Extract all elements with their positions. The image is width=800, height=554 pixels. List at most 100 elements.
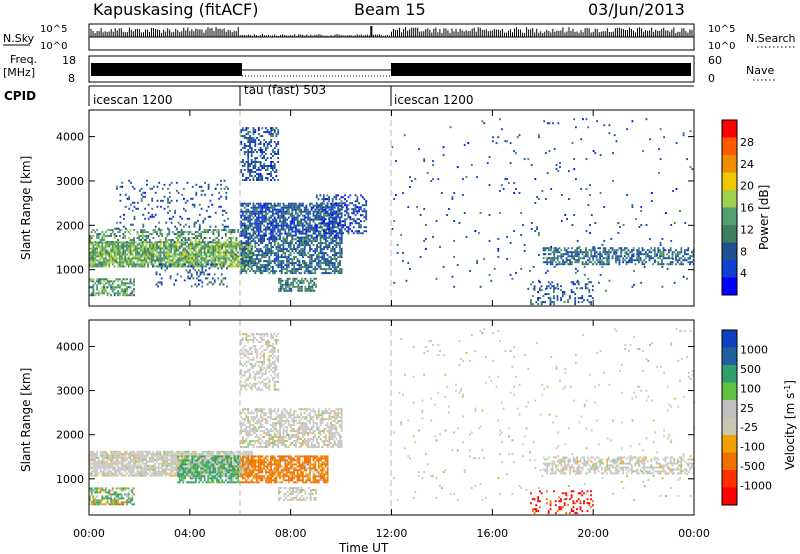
scatter-cell — [591, 297, 594, 300]
scatter-cell — [245, 129, 248, 132]
scatter-cell — [207, 205, 210, 208]
scatter-cell — [256, 230, 258, 233]
scatter-cell — [261, 264, 264, 267]
scatter-cell — [590, 281, 592, 284]
scatter-cell — [555, 164, 558, 167]
scatter-cell — [309, 220, 311, 223]
scatter-cell — [207, 241, 209, 244]
scatter-cell — [242, 179, 244, 181]
scatter-cell — [641, 247, 644, 250]
scatter-cell — [96, 265, 98, 268]
scatter-cell — [155, 271, 158, 274]
scatter-cell — [144, 217, 146, 220]
scatter-cell — [623, 255, 626, 258]
scatter-cell — [330, 260, 332, 263]
scatter-cell — [648, 249, 651, 252]
scatter-cell — [230, 233, 232, 236]
scatter-cell — [133, 201, 136, 204]
scatter-cell — [242, 214, 244, 217]
scatter-cell — [657, 247, 660, 250]
scatter-cell — [293, 216, 295, 219]
scatter-cell — [250, 268, 253, 271]
scatter-cell — [94, 265, 97, 268]
scatter-cell — [237, 243, 239, 246]
scatter-cell — [124, 245, 127, 248]
scatter-cell — [689, 257, 691, 260]
scatter-cell — [129, 278, 132, 281]
scatter-cell — [131, 223, 134, 226]
nsky-series — [88, 26, 695, 38]
scatter-cell — [490, 279, 493, 282]
scatter-cell — [657, 263, 660, 266]
scatter-cell — [215, 263, 218, 266]
scatter-cell — [99, 261, 102, 264]
scatter-cell — [257, 204, 260, 207]
scatter-cell — [257, 161, 260, 163]
scatter-cell — [171, 241, 174, 244]
scatter-cell — [268, 248, 271, 251]
scatter-cell — [633, 283, 635, 286]
scatter-cell — [99, 233, 102, 236]
scatter-cell — [176, 265, 179, 268]
scatter-cell — [599, 257, 601, 260]
scatter-cell — [134, 263, 137, 266]
scatter-cell — [205, 253, 208, 256]
scatter-cell — [340, 232, 343, 235]
scatter-cell — [173, 241, 176, 243]
scatter-cell — [99, 249, 102, 252]
scatter-cell — [319, 230, 322, 233]
scatter-cell — [111, 290, 114, 293]
scatter-cell — [280, 270, 283, 273]
scatter-cell — [325, 264, 327, 267]
scatter-cell — [216, 229, 218, 232]
scatter-cell — [599, 251, 601, 254]
scatter-cell — [646, 249, 649, 252]
scatter-cell — [303, 242, 306, 245]
scatter-cell — [172, 215, 175, 218]
scatter-cell — [492, 140, 494, 143]
scatter-cell — [97, 241, 100, 244]
scatter-cell — [247, 214, 250, 217]
scatter-cell — [256, 151, 258, 153]
scatter-cell — [319, 250, 322, 253]
scatter-cell — [122, 235, 125, 237]
scatter-cell — [134, 249, 137, 252]
scatter-cell — [546, 247, 549, 250]
scatter-cell — [574, 259, 577, 262]
scatter-cell — [207, 215, 210, 218]
scatter-cell — [201, 251, 204, 254]
scatter-cell — [239, 265, 241, 268]
scatter-cell — [302, 281, 305, 284]
scatter-cell — [252, 270, 255, 273]
scatter-cell — [129, 251, 132, 254]
scatter-cell — [191, 253, 194, 256]
scatter-cell — [309, 228, 311, 231]
beam-title: Beam 15 — [354, 0, 426, 19]
scatter-cell — [224, 263, 227, 266]
scatter-cell — [317, 260, 320, 263]
scatter-cell — [103, 292, 105, 295]
freq-block-1 — [91, 63, 242, 76]
scatter-cell — [117, 239, 119, 241]
scatter-cell — [230, 249, 232, 252]
scatter-cell — [620, 253, 623, 256]
scatter-cell — [307, 222, 310, 225]
scatter-cell — [601, 261, 603, 264]
scatter-cell — [256, 226, 258, 229]
scatter-cell — [312, 230, 315, 233]
scatter-cell — [319, 268, 322, 271]
scatter-cell — [240, 268, 243, 271]
scatter-cell — [156, 199, 159, 202]
scatter-cell — [108, 241, 111, 243]
scatter-cell — [549, 303, 552, 306]
scatter-cell — [243, 151, 246, 153]
scatter-cell — [141, 235, 144, 237]
scatter-cell — [601, 263, 603, 266]
scatter-cell — [147, 217, 150, 220]
scatter-cell — [96, 243, 98, 246]
scatter-cell — [265, 254, 267, 257]
scatter-cell — [291, 212, 294, 215]
scatter-cell — [613, 251, 616, 254]
scatter-cell — [513, 182, 516, 185]
scatter-cell — [275, 218, 278, 221]
